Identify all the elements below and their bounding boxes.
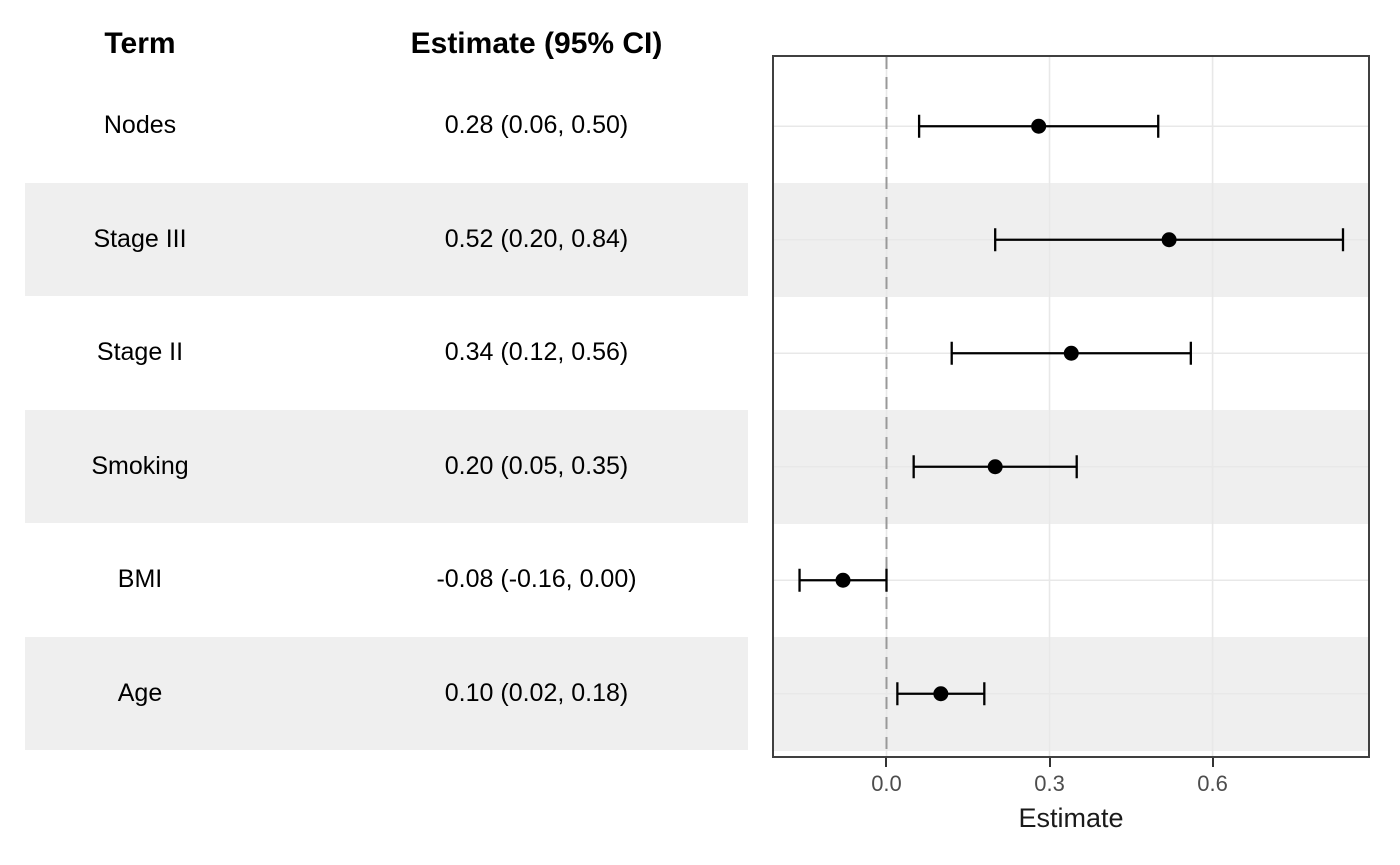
table-row: Smoking 0.20 (0.05, 0.35)	[25, 409, 748, 523]
point-estimate	[1031, 118, 1047, 134]
term-label: Nodes	[103, 111, 177, 139]
x-axis-title: Estimate	[1018, 803, 1124, 833]
table-body: Nodes 0.28 (0.06, 0.50) Stage III 0.52 (…	[25, 69, 748, 750]
point-estimate	[1063, 345, 1079, 361]
term-label: Smoking	[91, 451, 189, 480]
term-label: Age	[117, 678, 163, 707]
estimate-ci-label: 0.52 (0.20, 0.84)	[444, 224, 629, 253]
table-row: Nodes 0.28 (0.06, 0.50)	[25, 69, 748, 183]
point-estimate	[987, 459, 1003, 475]
table-row: Age 0.10 (0.02, 0.18)	[25, 636, 748, 750]
x-axis-tick-label: 0.6	[1197, 771, 1228, 796]
term-label: BMI	[117, 565, 163, 593]
term-column-header: Term	[104, 27, 176, 60]
point-estimate	[1161, 232, 1177, 248]
estimate-ci-label: -0.08 (-0.16, 0.00)	[436, 565, 637, 593]
estimate-ci-label: 0.10 (0.02, 0.18)	[444, 678, 629, 707]
point-estimate	[835, 572, 851, 588]
term-label: Stage III	[93, 224, 187, 253]
term-label: Stage II	[96, 338, 184, 366]
table-row: Stage III 0.52 (0.20, 0.84)	[25, 182, 748, 296]
estimate-ci-label: 0.34 (0.12, 0.56)	[444, 338, 629, 366]
plot-panel	[772, 55, 1370, 758]
x-axis-tick-label: 0.3	[1034, 771, 1065, 796]
estimate-ci-label: 0.28 (0.06, 0.50)	[444, 111, 629, 139]
point-estimate	[933, 686, 949, 702]
estimate-ci-label: 0.20 (0.05, 0.35)	[444, 451, 629, 480]
table-header: Term Estimate (95% CI)	[25, 22, 748, 66]
estimate-column-header: Estimate (95% CI)	[410, 27, 663, 60]
x-axis-tick-mark	[1048, 758, 1051, 767]
table-row: Stage II 0.34 (0.12, 0.56)	[25, 296, 748, 410]
table-row: BMI -0.08 (-0.16, 0.00)	[25, 523, 748, 637]
forest-plot-svg	[774, 57, 1368, 756]
x-axis-tick-label: 0.0	[871, 771, 902, 796]
x-axis-tick-mark	[885, 758, 888, 767]
x-axis-tick-mark	[1211, 758, 1214, 767]
